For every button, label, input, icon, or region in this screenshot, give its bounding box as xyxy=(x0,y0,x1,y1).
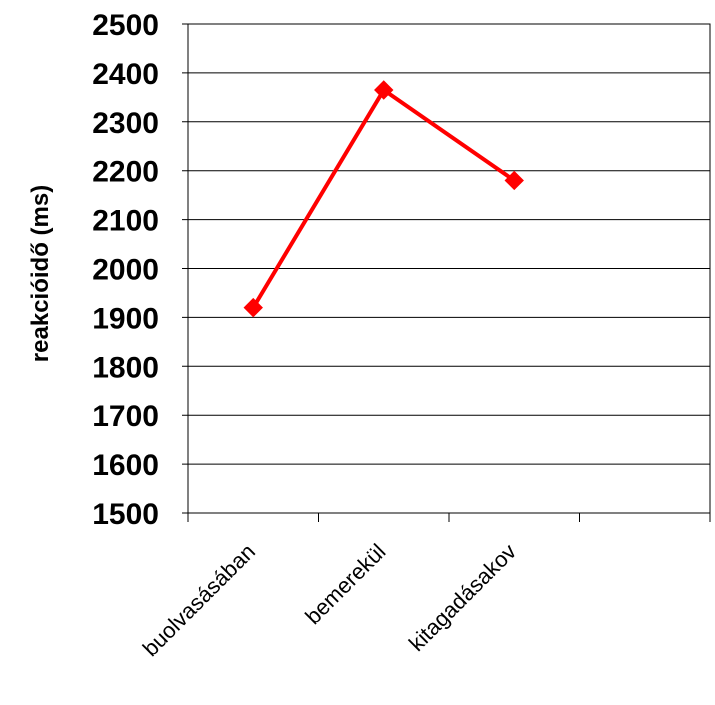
data-point xyxy=(374,80,394,100)
y-tick-label: 1900 xyxy=(92,302,159,335)
y-tick-label: 2400 xyxy=(92,58,159,91)
series-group xyxy=(243,80,524,318)
series-line xyxy=(251,88,516,309)
y-axis-tick-labels: 1500 1600 1700 1800 1900 2000 2100 2200 2300 2400… xyxy=(92,9,159,531)
x-tick-label: bemerekül xyxy=(300,539,390,629)
data-point xyxy=(243,297,263,318)
x-tick-label: buolvasásában xyxy=(138,539,260,661)
gridlines xyxy=(182,23,710,514)
y-axis-label: reakcióidő (ms) xyxy=(27,185,54,362)
y-tick-label: 1800 xyxy=(92,351,159,384)
y-tick-label: 1600 xyxy=(92,449,159,482)
x-axis-ticks xyxy=(187,513,711,522)
y-tick-label: 1500 xyxy=(92,498,159,531)
y-tick-label: 1700 xyxy=(92,400,159,433)
y-tick-label: 2100 xyxy=(92,205,159,238)
y-tick-label: 2500 xyxy=(92,9,159,42)
data-point xyxy=(504,170,524,191)
x-axis-tick-labels: buolvasásában bemerekül kitagadásakov xyxy=(138,539,521,661)
y-tick-label: 2200 xyxy=(92,156,159,189)
x-tick-label: kitagadásakov xyxy=(404,539,521,656)
y-tick-label: 2300 xyxy=(92,107,159,140)
y-tick-label: 2000 xyxy=(92,254,159,287)
